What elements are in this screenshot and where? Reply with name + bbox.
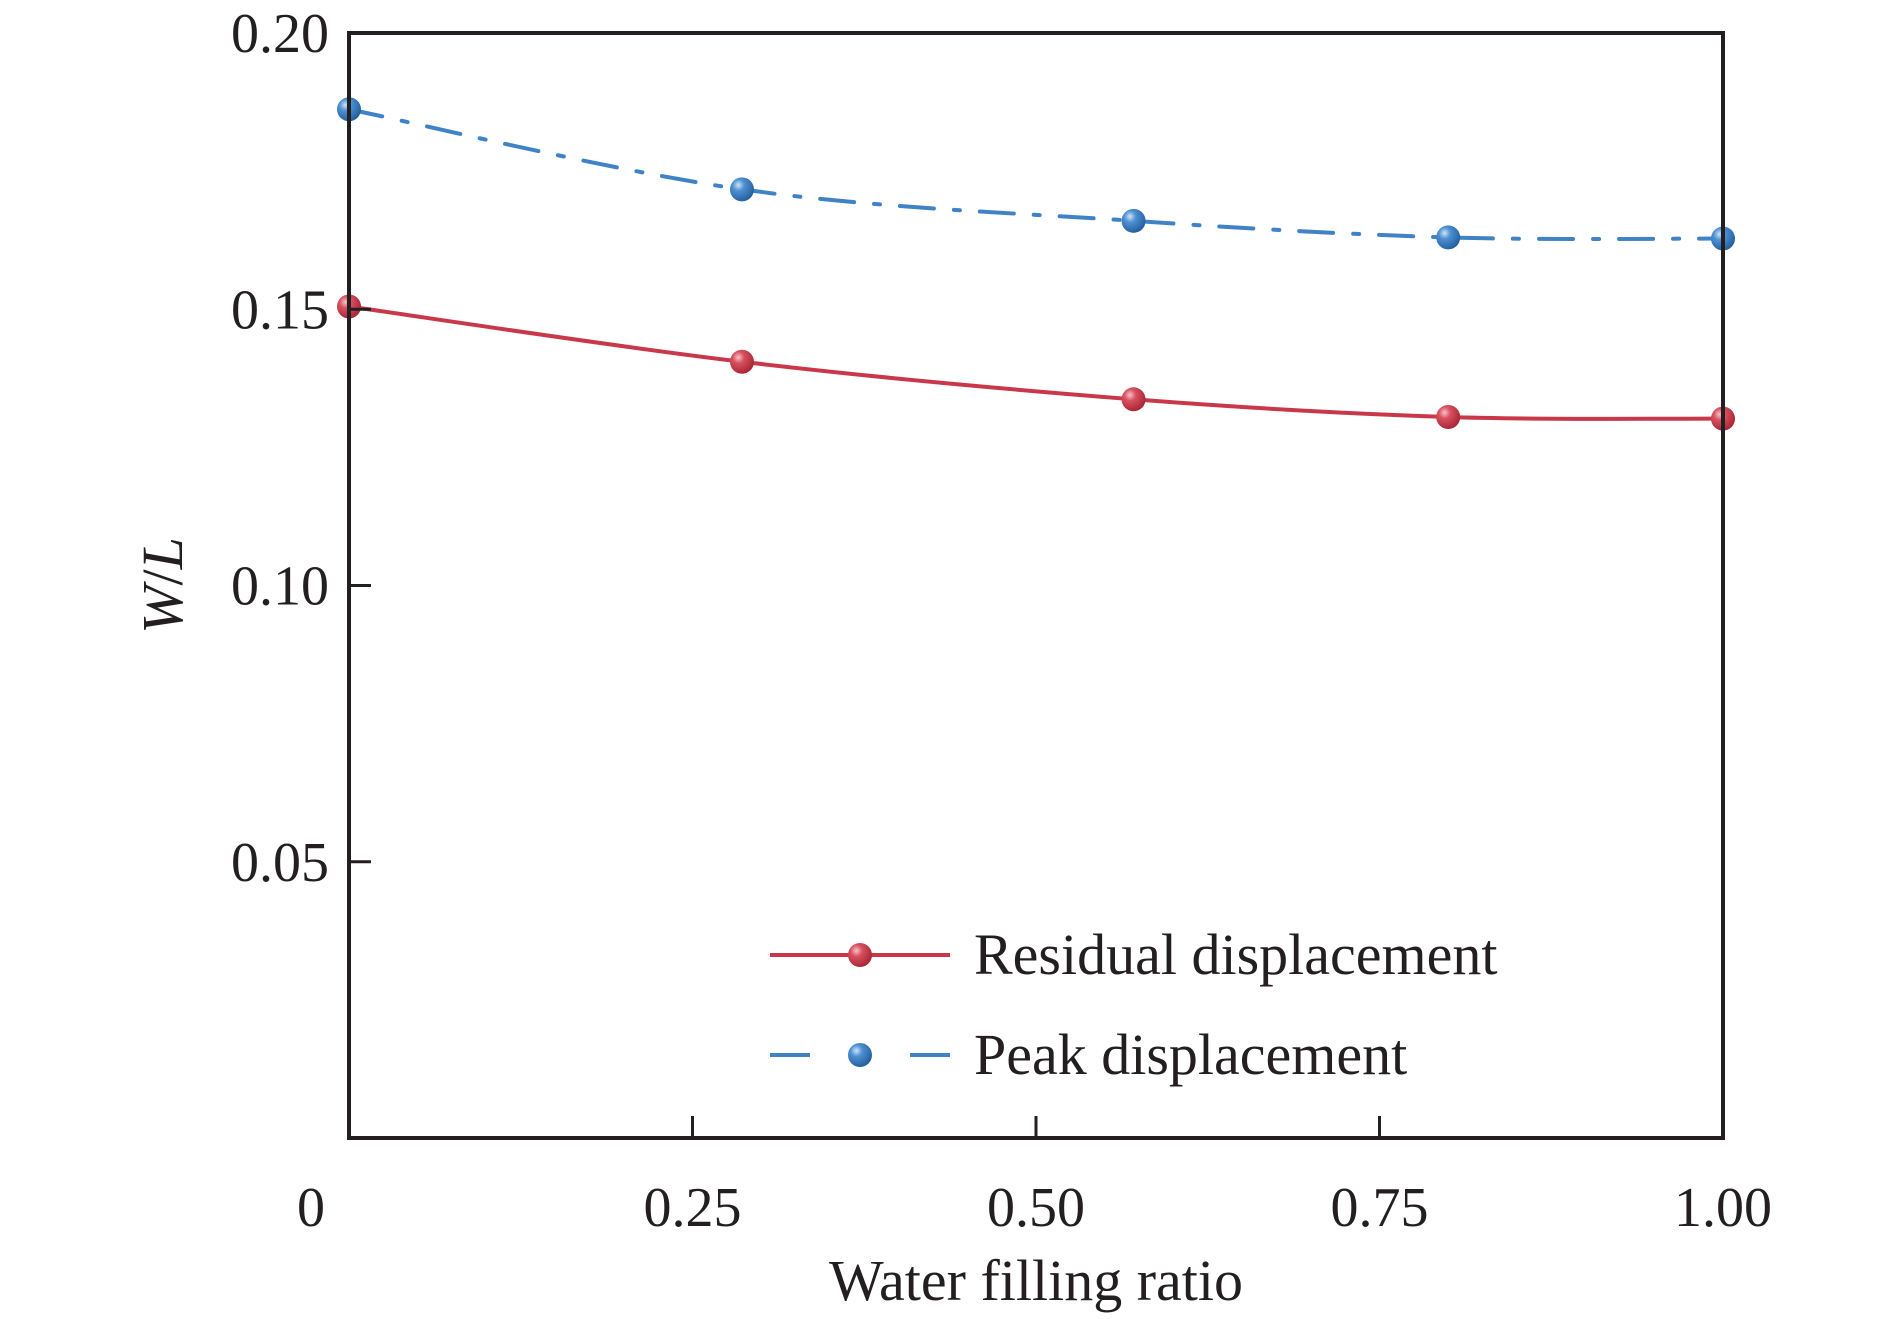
- y-axis-title-w: W: [130, 581, 195, 634]
- x-tick-label: 0.75: [1331, 1177, 1429, 1239]
- series-1: [337, 97, 1735, 251]
- series-1-point-2: [1121, 208, 1146, 233]
- series-line-1: [347, 107, 1725, 242]
- legend-marker-1: [848, 1043, 872, 1067]
- series-0-point-2: [1121, 387, 1146, 412]
- plot-frame: [347, 31, 1725, 1140]
- x-tick-label: 0.25: [644, 1177, 742, 1239]
- y-axis-ticks: 0.05 0.10 0.15 0.20: [231, 3, 371, 894]
- x-tick-label: 0.50: [987, 1177, 1085, 1239]
- series-0-point-3: [1436, 404, 1461, 429]
- series-1-point-1: [729, 177, 754, 202]
- series-0: [337, 294, 1735, 431]
- y-tick-label: 0.05: [231, 832, 329, 894]
- series-line-0: [347, 304, 1725, 421]
- y-axis-title: W/L: [130, 537, 195, 634]
- legend-entry-0: Residual displacement: [770, 922, 1497, 987]
- series-0-point-1: [729, 349, 754, 374]
- x-axis-ticks: 0 0.25 0.50 0.75 1.00: [297, 1116, 1772, 1239]
- x-tick-label: 0: [297, 1177, 325, 1239]
- legend-label-1: Peak displacement: [974, 1022, 1407, 1087]
- y-tick-label: 0.10: [231, 556, 329, 618]
- legend: Residual displacement Peak displacement: [770, 922, 1497, 1087]
- legend-entry-1: Peak displacement: [770, 1022, 1407, 1087]
- legend-label-0: Residual displacement: [974, 922, 1497, 987]
- x-axis-title: Water filling ratio: [829, 1248, 1243, 1313]
- y-axis-title-l: L: [130, 537, 195, 570]
- x-tick-label: 1.00: [1674, 1177, 1772, 1239]
- series-1-point-3: [1436, 225, 1461, 250]
- legend-marker-0: [848, 943, 872, 967]
- y-tick-label: 0.15: [231, 279, 329, 341]
- y-axis-title-slash: /: [130, 569, 195, 586]
- series-layer: [337, 97, 1735, 431]
- y-tick-label: 0.20: [231, 3, 329, 65]
